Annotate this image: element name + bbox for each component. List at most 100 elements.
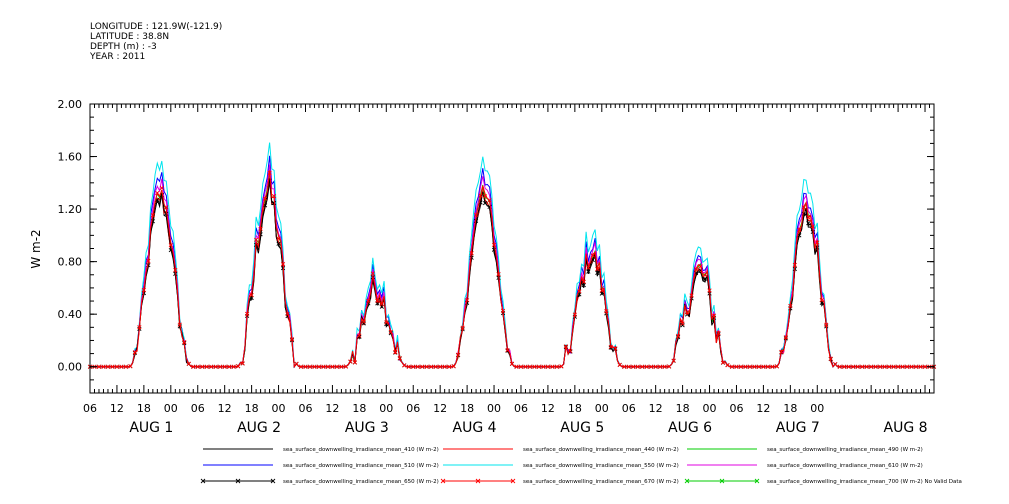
series-marker [783, 335, 788, 340]
series-line [90, 142, 934, 369]
axes: 2.00 1.60 1.20 0.80 0.40 0.00 06 12 18 00 06 12 18 00… [58, 98, 935, 436]
series-marker [505, 348, 510, 353]
series-marker [168, 243, 173, 248]
series-marker [532, 364, 537, 369]
series-marker [321, 364, 326, 369]
series-marker [842, 364, 847, 369]
x-tick-label: 00 [703, 402, 717, 415]
series-marker [846, 364, 851, 369]
series-marker [792, 262, 797, 268]
series-marker [114, 364, 120, 369]
series-marker [236, 364, 241, 369]
series-marker [626, 364, 631, 369]
day-label: AUG 4 [453, 420, 497, 436]
legend-label: sea_surface_downwelling_irradiance_mean_… [767, 447, 923, 453]
series-marker [658, 364, 663, 369]
series-marker [734, 364, 739, 369]
series-marker [339, 364, 344, 369]
y-axis-label: W m-2 [29, 229, 43, 268]
series-marker [747, 364, 753, 369]
x-tick-label: 18 [245, 402, 259, 415]
series-marker [671, 358, 676, 363]
series-marker [837, 364, 842, 369]
series-marker [303, 364, 308, 369]
series-marker [155, 190, 160, 196]
y-tick-label: 0.00 [58, 361, 83, 374]
series-marker [662, 364, 667, 369]
series-marker [402, 363, 407, 368]
series-marker [164, 205, 169, 210]
series-marker [631, 364, 636, 369]
x-tick-label: 12 [110, 402, 124, 415]
series-marker [649, 364, 654, 369]
day-label: AUG 1 [129, 420, 173, 436]
series-marker [245, 311, 250, 316]
x-tick-label: 06 [514, 402, 528, 415]
series-marker [384, 320, 389, 325]
series-marker [128, 364, 133, 369]
series-marker [222, 364, 227, 369]
x-tick-label: 18 [568, 402, 582, 415]
series-marker [159, 185, 164, 191]
series-marker [186, 361, 191, 366]
series-marker [110, 364, 115, 369]
series-marker [101, 364, 106, 369]
series-marker [702, 276, 708, 281]
x-tick-label: 06 [622, 402, 636, 415]
series-marker [375, 298, 380, 303]
series-marker [550, 364, 555, 369]
legend-marker [510, 478, 516, 484]
series-marker [810, 224, 815, 229]
series-marker [348, 359, 353, 364]
series-marker [491, 242, 497, 248]
series-marker [824, 322, 829, 327]
series-marker [891, 364, 896, 369]
y-tick-label: 0.40 [58, 308, 83, 321]
series-marker [595, 270, 600, 276]
series-marker [595, 266, 600, 272]
series-marker [393, 349, 398, 355]
series-marker [119, 364, 124, 369]
series-marker [617, 362, 622, 367]
series-marker [218, 364, 223, 369]
series-marker [904, 364, 910, 369]
series-marker [720, 360, 726, 365]
series-marker [227, 364, 232, 369]
series-marker [716, 330, 721, 335]
series-marker [586, 269, 591, 274]
x-tick-label: 12 [218, 402, 232, 415]
series-marker [886, 364, 892, 369]
series-marker [249, 292, 254, 298]
legend-marker [719, 478, 725, 484]
series-marker [276, 241, 281, 246]
series-marker [447, 364, 452, 369]
series-marker [653, 364, 658, 369]
series-marker [707, 288, 712, 293]
y-tick-label: 1.20 [58, 203, 83, 216]
legend-label: sea_surface_downwelling_irradiance_mean_… [523, 479, 679, 485]
series-marker [469, 251, 474, 256]
series-marker [815, 240, 820, 245]
series-marker [711, 313, 717, 318]
series-marker [482, 200, 488, 206]
series-marker [801, 205, 806, 210]
series-marker [693, 267, 699, 272]
legend-marker [440, 478, 446, 484]
series-marker [581, 283, 586, 288]
series-marker [141, 287, 146, 293]
series-marker [262, 196, 268, 201]
legend-label: sea_surface_downwelling_irradiance_mean_… [283, 463, 439, 469]
series-marker [913, 364, 919, 369]
series-marker [415, 364, 420, 369]
legend-label: sea_surface_downwelling_irradiance_mean_… [283, 447, 439, 453]
series-marker [765, 364, 771, 369]
series-marker [361, 319, 366, 324]
series-marker [298, 364, 304, 369]
series-marker [123, 364, 129, 369]
x-tick-label: 18 [137, 402, 151, 415]
x-tick-label: 06 [298, 402, 312, 415]
series-marker [770, 364, 775, 369]
series-marker [797, 227, 802, 233]
series-marker [752, 364, 757, 369]
